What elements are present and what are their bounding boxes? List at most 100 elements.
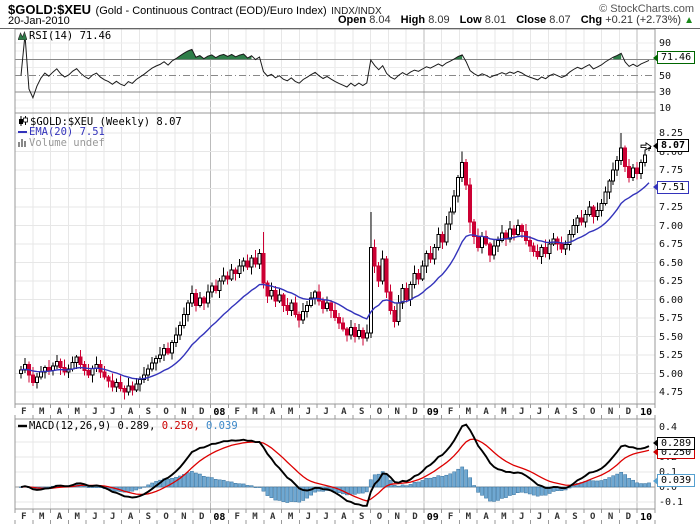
macd-hist-bar: [476, 486, 480, 493]
candle-body: [631, 167, 636, 178]
axis-tick-label: 6.25: [659, 276, 684, 287]
candle-body: [110, 380, 115, 388]
chg-value: +0.21 (+2.73%): [605, 14, 682, 26]
x-axis-month-label: D: [412, 406, 418, 417]
macd-hist-bar: [241, 483, 246, 488]
macd-plot: [19, 423, 651, 507]
macd-hist-bar: [396, 485, 401, 488]
candle-body: [181, 313, 186, 326]
x-axis-month-label: N: [607, 406, 614, 417]
x-axis-month-label: J: [323, 511, 329, 522]
macd-hist-bar: [587, 479, 592, 488]
candle-body: [54, 361, 59, 367]
candle-body: [134, 383, 139, 391]
candle-body: [559, 243, 564, 250]
macd-hist-bar: [150, 482, 155, 488]
x-axis-month-label: O: [376, 511, 383, 522]
candle-body: [313, 291, 318, 299]
x-axis-month-label: F: [234, 511, 240, 522]
macd-hist-bar: [360, 486, 365, 494]
candle-body: [150, 362, 155, 370]
candle-body: [285, 304, 290, 312]
candle-body: [269, 290, 274, 297]
x-axis-month-label: J: [92, 511, 98, 522]
candle-body: [333, 310, 337, 318]
candle-body: [277, 294, 282, 302]
macd-hist-bar: [631, 479, 635, 488]
macd-hist-bar: [293, 486, 298, 503]
candle-body: [221, 275, 226, 282]
candle-body: [643, 154, 648, 164]
candle-body: [281, 294, 286, 306]
macd-hist-bar: [519, 486, 524, 493]
macd-hist-bar: [539, 486, 544, 496]
axis-tick-label: 4.75: [659, 387, 684, 398]
candle-body: [293, 302, 298, 315]
symbol-description: (Gold - Continuous Contract (EOD)/Euro I…: [95, 5, 327, 17]
candle-body: [380, 258, 385, 282]
axis-tick-label: 6.75: [659, 239, 684, 250]
macd-hist-bar: [82, 485, 87, 488]
candle-body: [499, 232, 504, 241]
x-axis-month-label: A: [270, 511, 276, 522]
macd-hist-bar: [372, 474, 377, 488]
x-axis-month-label: F: [21, 511, 27, 522]
macd-line: [20, 423, 650, 507]
candle-body: [253, 257, 258, 265]
candle-body: [138, 378, 143, 385]
candle-body: [460, 162, 465, 178]
x-axis-month-label: D: [412, 511, 418, 522]
candle-body: [309, 297, 314, 306]
candle-body: [639, 162, 644, 175]
candle-body: [273, 290, 278, 302]
volume-legend: Volume undef: [18, 138, 105, 150]
macd-hist-bar: [444, 474, 449, 488]
candle-body: [555, 238, 560, 245]
macd-hist-bar: [166, 478, 170, 488]
x-axis-month-label: N: [607, 511, 614, 522]
candle-body: [174, 334, 179, 343]
candle-body: [412, 273, 417, 286]
macd-hist-bar: [305, 486, 310, 499]
candle-body: [495, 239, 500, 247]
candle-body: [623, 147, 628, 167]
candle-body: [567, 233, 572, 246]
candle-body: [317, 291, 322, 302]
candle-body: [503, 232, 508, 240]
macd-hist-bar: [611, 475, 616, 488]
macd-hist-bar: [273, 486, 278, 501]
macd-hist-bar: [420, 480, 425, 488]
macd-hist-bar: [225, 481, 230, 488]
macd-hist-bar: [297, 486, 302, 503]
candle-body: [456, 176, 461, 197]
stockcharts-credit: © StockCharts.com: [599, 3, 694, 15]
axis-tick-label: 6.50: [659, 257, 684, 269]
candle-body: [34, 376, 39, 383]
candle-body: [519, 225, 524, 232]
macd-hist-bar: [205, 476, 210, 488]
candle-body: [468, 184, 473, 223]
rsi-icon: [17, 30, 28, 43]
candle-body: [595, 210, 600, 218]
candle-body: [106, 376, 111, 382]
candle-body: [118, 381, 123, 389]
macd-hist-bar: [356, 486, 361, 494]
macd-hist-bar: [237, 483, 242, 488]
exchange-label: INDX/INDX: [331, 6, 382, 17]
macd-hist-bar: [122, 486, 127, 493]
open-label: Open: [338, 14, 367, 26]
candle-body: [416, 273, 421, 280]
macd-hist-bar: [512, 486, 516, 495]
candle-body: [480, 236, 485, 249]
panel-borders: [14, 28, 656, 524]
candle-body: [543, 247, 548, 255]
macd-hist-bar: [432, 477, 437, 488]
macd-hist-bar: [639, 483, 643, 488]
candle-body: [46, 367, 51, 372]
x-axis-month-label: M: [501, 511, 507, 522]
macd-legend-hist: 0.039: [206, 420, 238, 432]
x-axis-month-label: A: [56, 406, 63, 417]
x-axis-month-label: D: [625, 406, 632, 417]
x-axis-year-label: 08: [213, 406, 226, 418]
macd-hist-bar: [508, 486, 512, 496]
